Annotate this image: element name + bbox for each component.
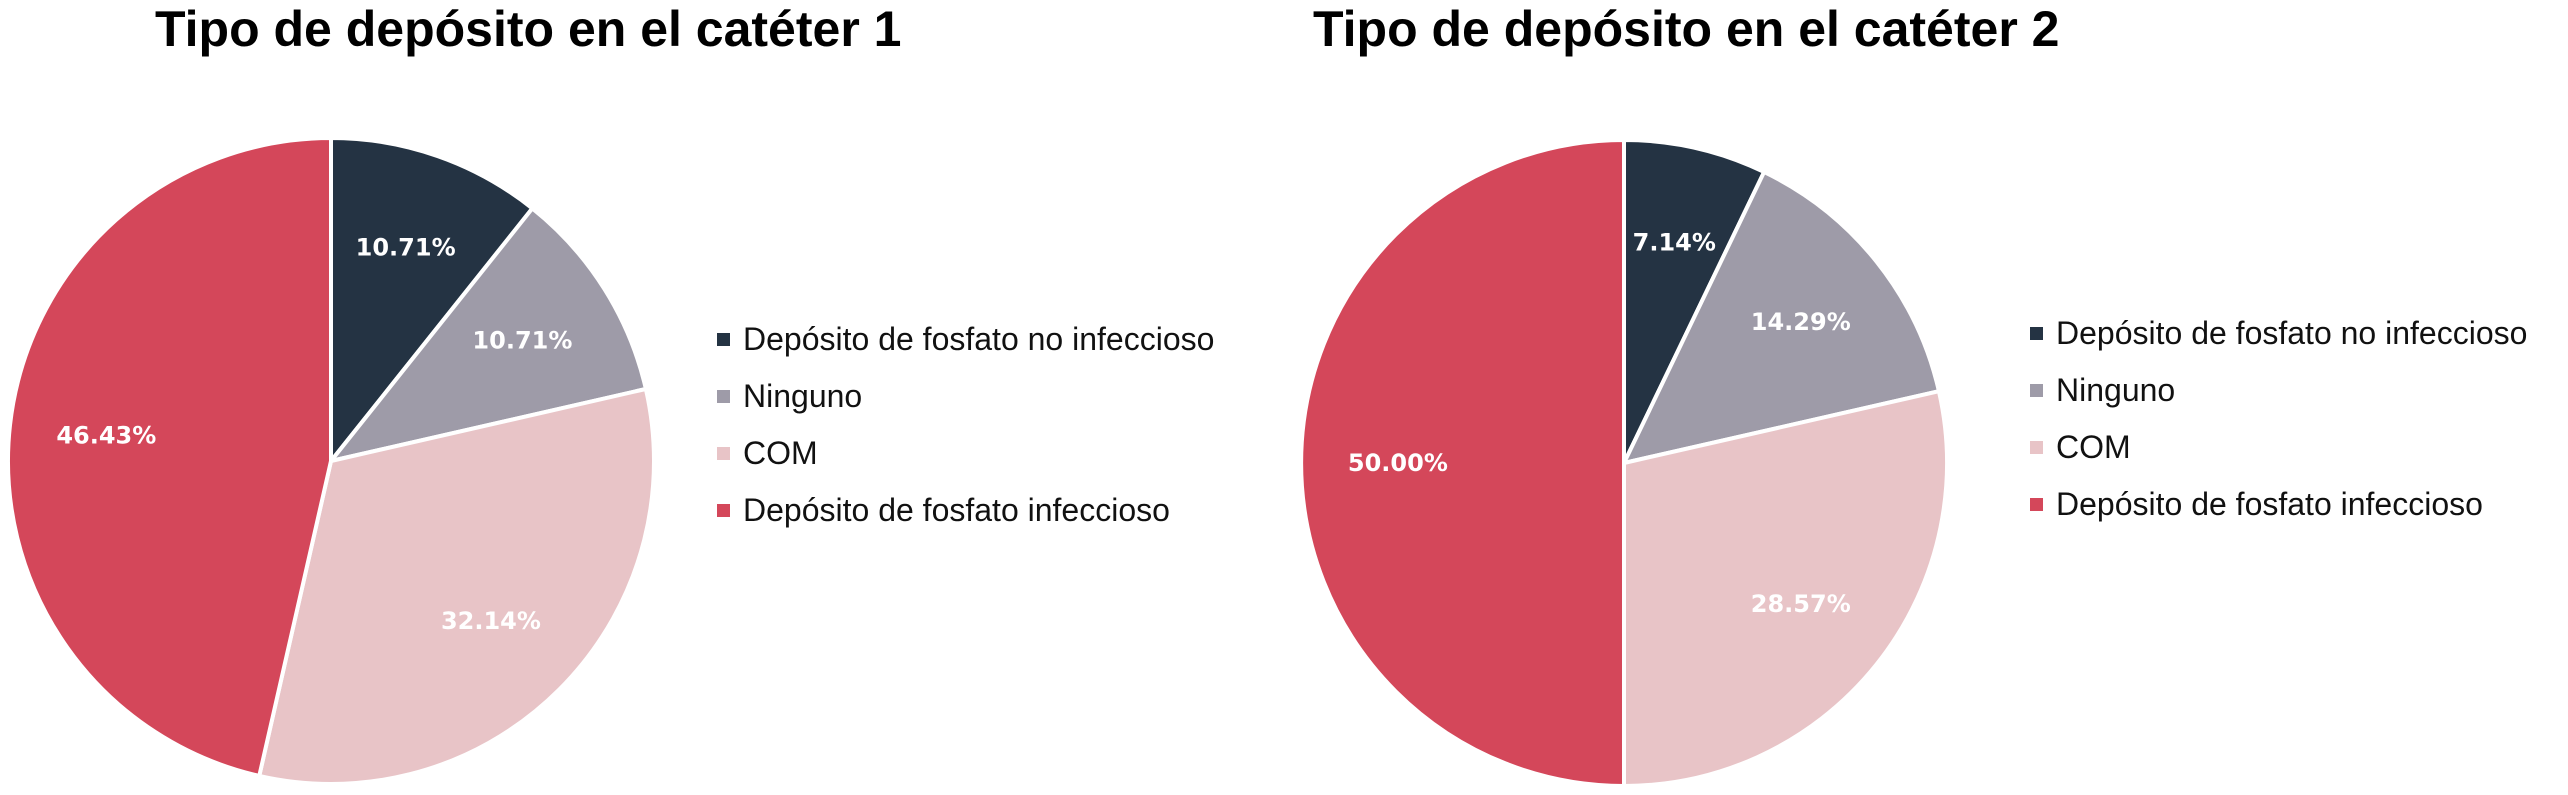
slice-data-label: 14.29%: [1751, 308, 1851, 336]
legend-swatch: [717, 504, 730, 517]
pie-chart-1: Tipo de depósito en el catéter 1 10.71% 1…: [6, 1, 1214, 786]
pie-slice: [257, 386, 656, 786]
legend: Depósito de fosfato no infeccioso Ningun…: [2030, 305, 2527, 533]
legend-item: COM: [2030, 419, 2527, 476]
legend-label: Depósito de fosfato infeccioso: [2056, 486, 2483, 522]
slice-data-label: 32.14%: [441, 607, 541, 635]
slice-data-label: 10.71%: [472, 327, 572, 355]
legend-item: Depósito de fosfato infeccioso: [2030, 476, 2527, 533]
legend-swatch: [2030, 327, 2043, 340]
legend-swatch: [717, 447, 730, 460]
slice-data-label: 7.14%: [1633, 229, 1716, 257]
legend-swatch: [717, 333, 730, 346]
pie-slice: [1622, 169, 1941, 465]
legend-item: Ninguno: [717, 368, 1214, 425]
pie-plot: 10.71% 10.71% 32.14% 46.43%: [6, 136, 656, 786]
slice-data-label: 50.00%: [1348, 449, 1448, 477]
pie-slice: [1299, 138, 1626, 788]
slice-data-label: 10.71%: [356, 234, 456, 262]
chart-title: Tipo de depósito en el catéter 1: [155, 1, 902, 57]
slice-data-label: 28.57%: [1751, 590, 1851, 618]
legend-item: Ninguno: [2030, 362, 2527, 419]
legend-item: Depósito de fosfato infeccioso: [717, 482, 1214, 539]
pie-slice: [329, 206, 648, 463]
pie-plot: 7.14% 14.29% 28.57% 50.00%: [1299, 138, 1949, 788]
chart-title: Tipo de depósito en el catéter 2: [1313, 1, 2060, 57]
legend-swatch: [2030, 441, 2043, 454]
legend-swatch: [717, 390, 730, 403]
legend-item: COM: [717, 425, 1214, 482]
legend-label: Depósito de fosfato no infeccioso: [2056, 315, 2528, 351]
legend: Depósito de fosfato no infeccioso Ningun…: [717, 311, 1214, 539]
legend-label: Depósito de fosfato no infeccioso: [743, 321, 1215, 357]
legend-label: Depósito de fosfato infeccioso: [743, 492, 1170, 528]
pie-slice: [6, 136, 333, 778]
legend-label: COM: [743, 435, 818, 471]
legend-label: COM: [2056, 429, 2131, 465]
legend-swatch: [2030, 384, 2043, 397]
slice-data-label: 46.43%: [56, 422, 156, 450]
pie-slice: [1622, 138, 1767, 465]
pie-chart-2: Tipo de depósito en el catéter 2 7.14% 14…: [1284, 0, 2568, 795]
pie-slice: [329, 136, 535, 463]
legend-label: Ninguno: [2056, 372, 2176, 408]
legend-label: Ninguno: [743, 378, 863, 414]
legend-item: Depósito de fosfato no infeccioso: [717, 311, 1214, 368]
pie-slice: [1622, 389, 1949, 788]
legend-item: Depósito de fosfato no infeccioso: [2030, 305, 2527, 362]
legend-swatch: [2030, 498, 2043, 511]
